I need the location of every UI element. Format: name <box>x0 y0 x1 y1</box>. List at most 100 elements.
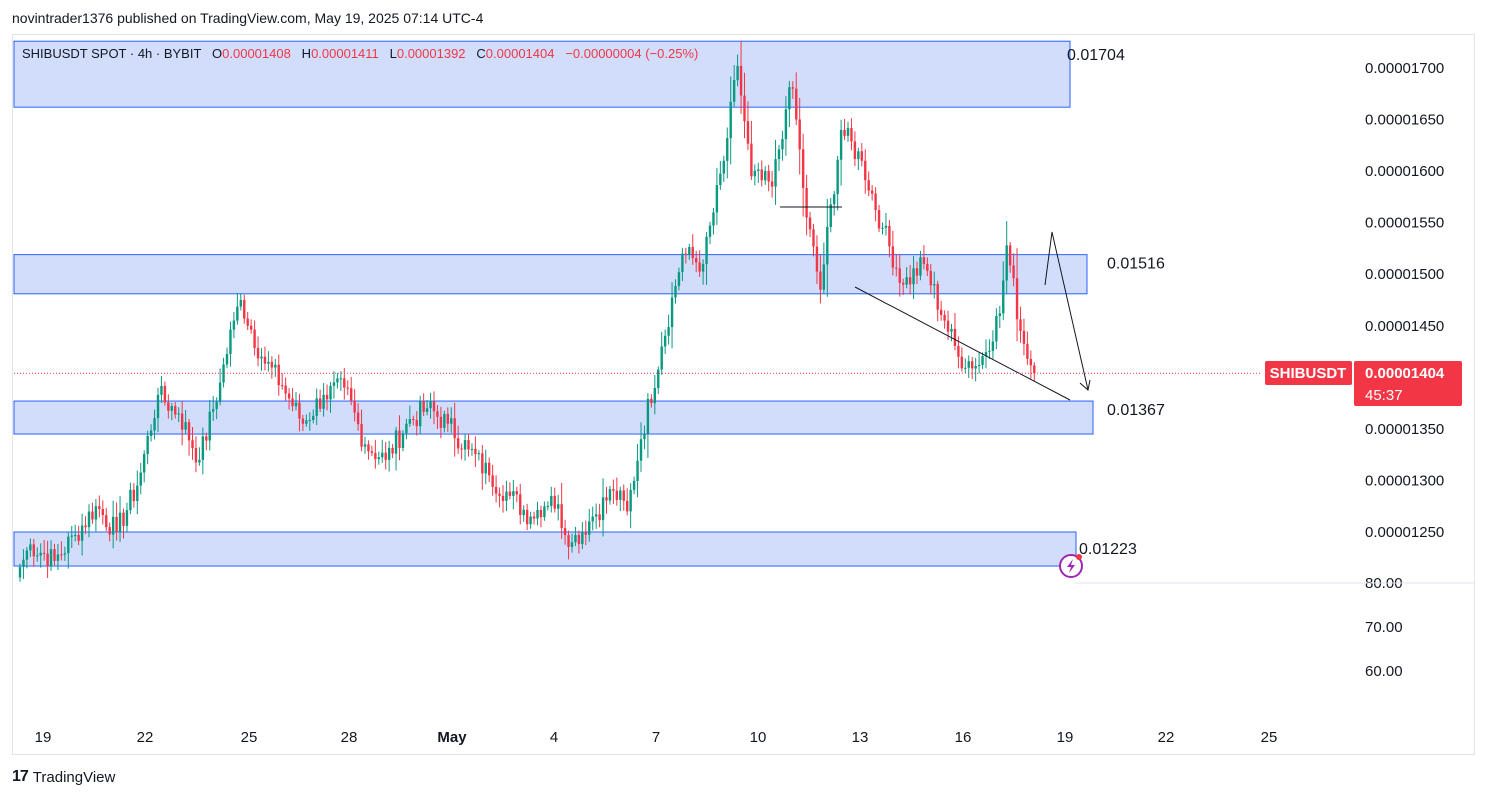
candle-up <box>591 506 594 531</box>
candle-up <box>570 533 574 553</box>
candle-up <box>674 279 677 304</box>
candle-down <box>1008 241 1012 273</box>
candle-up <box>260 348 263 371</box>
price-axis: 0.00001700 0.00001650 0.00001600 0.00001550… <box>1365 60 1444 541</box>
candle-down <box>853 131 857 167</box>
candle-up <box>394 427 398 471</box>
candle-up <box>425 400 429 416</box>
candle-up <box>332 371 336 399</box>
candle-down <box>263 346 267 371</box>
time-tick-label: 22 <box>137 729 154 746</box>
candle-down <box>870 184 874 201</box>
candle-up <box>826 198 829 297</box>
candle-down <box>760 160 763 187</box>
candle-up <box>160 376 163 404</box>
candle-up <box>232 312 236 339</box>
candle-up <box>111 500 115 549</box>
time-tick-label: 7 <box>652 729 660 746</box>
candle-up <box>315 388 318 426</box>
candle-down <box>695 250 698 273</box>
candle-up <box>829 197 832 233</box>
legend-low-label: L <box>389 46 397 61</box>
candle-down <box>567 530 570 560</box>
candle-down <box>746 101 750 151</box>
candle-down <box>270 356 274 379</box>
candle-up <box>729 76 732 165</box>
candle-down <box>943 310 946 329</box>
candle-up <box>991 330 995 359</box>
projection-arrow <box>1044 231 1089 391</box>
badge-price-box <box>1354 361 1462 406</box>
candle-down <box>42 539 46 561</box>
candle-down <box>281 373 284 390</box>
candle-down <box>739 40 743 114</box>
candle-down <box>249 319 253 334</box>
candle-up <box>156 387 160 433</box>
candle-down <box>284 377 287 401</box>
candle-up <box>974 357 977 382</box>
candle-down <box>801 133 805 217</box>
candle-up <box>198 447 201 466</box>
candle-up <box>708 221 712 245</box>
candle-up <box>933 271 936 299</box>
candle-up <box>184 410 187 435</box>
candle-down <box>953 312 957 351</box>
badge-symbol: SHIBUSDT <box>1270 365 1347 382</box>
candle-up <box>39 543 42 568</box>
candle-up <box>977 352 981 374</box>
candle-up <box>833 190 836 216</box>
candle-up <box>984 339 988 369</box>
candle-up <box>663 329 667 354</box>
candle-up <box>225 347 229 369</box>
candle-up <box>639 422 643 472</box>
candle-down <box>915 261 919 285</box>
candle-down <box>398 415 401 461</box>
zone-box <box>13 254 1088 295</box>
candle-down <box>101 500 104 525</box>
tradingview-logo[interactable]: 17 TradingView <box>12 768 115 786</box>
candle-down <box>370 445 374 457</box>
candle-up <box>688 243 691 260</box>
symbol-legend: SHIBUSDT SPOT · 4h · BYBIT O0.00001408 H… <box>22 46 698 61</box>
candle-down <box>318 389 322 413</box>
candle-up <box>594 503 598 529</box>
time-tick-label: 10 <box>750 729 767 746</box>
candle-down <box>105 508 108 532</box>
time-tick-label: 19 <box>1057 729 1074 746</box>
candle-up <box>429 392 432 419</box>
price-tick-label: 0.00001300 <box>1365 472 1444 489</box>
candle-down <box>1026 331 1029 365</box>
candle-up <box>305 414 308 427</box>
candlestick-series <box>18 40 1036 582</box>
candle-down <box>895 254 898 277</box>
candle-down <box>864 149 867 194</box>
secondary-tick-label: 60.00 <box>1365 663 1403 680</box>
chart-frame <box>12 34 1475 755</box>
descending-trendline <box>854 286 1071 401</box>
candle-down <box>91 502 94 524</box>
alert-icon[interactable] <box>1059 554 1083 578</box>
candle-down <box>553 487 556 513</box>
candle-down <box>180 401 184 446</box>
candle-up <box>715 168 719 225</box>
candle-up <box>732 64 736 107</box>
candle-down <box>519 483 522 525</box>
candle-down <box>356 403 360 431</box>
candle-down <box>795 72 798 126</box>
candle-down <box>367 440 370 460</box>
candle-down <box>391 443 394 459</box>
tradingview-brand: TradingView <box>32 768 116 786</box>
candle-down <box>374 439 377 469</box>
candle-up <box>608 485 612 505</box>
candle-down <box>1015 248 1019 342</box>
legend-high-value: 0.00001411 <box>311 46 379 61</box>
candle-up <box>657 366 660 395</box>
candle-down <box>77 525 80 546</box>
candle-down <box>888 219 891 258</box>
candle-up <box>736 54 739 87</box>
candle-down <box>508 482 512 500</box>
candle-down <box>481 445 484 490</box>
legend-close-label: C <box>476 46 486 61</box>
